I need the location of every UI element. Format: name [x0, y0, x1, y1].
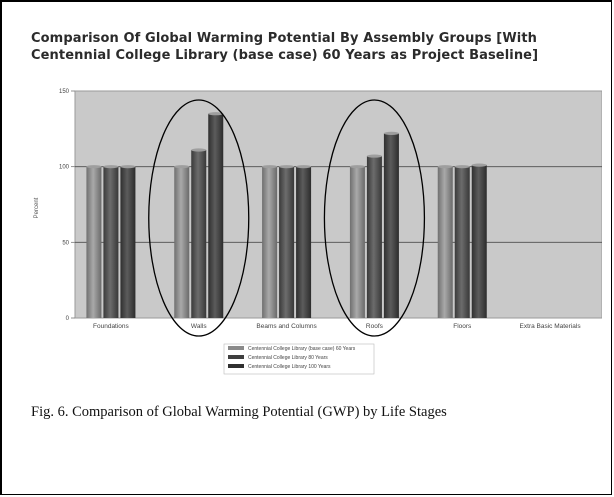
bar-top	[383, 131, 399, 135]
legend-swatch	[228, 355, 244, 359]
y-tick-label: 150	[59, 89, 70, 95]
bar-top	[471, 163, 487, 167]
bar	[191, 150, 207, 318]
y-tick-label: 0	[66, 316, 70, 322]
bar	[471, 165, 487, 318]
bar-top	[120, 165, 136, 169]
bar-top	[437, 165, 453, 169]
y-tick-label: 50	[62, 240, 69, 246]
bar	[349, 166, 365, 318]
bar-top	[262, 165, 278, 169]
legend-entry: Centennial College Library 100 Years	[248, 364, 331, 370]
x-tick-label: Walls	[191, 323, 207, 330]
highlight-ellipse	[323, 99, 426, 337]
bar-top	[208, 112, 224, 116]
x-tick-label: Roofs	[366, 323, 384, 330]
legend-swatch	[228, 364, 244, 368]
highlight-ellipse	[148, 99, 250, 337]
legend-entry: Centennial College Library (base case) 6…	[248, 346, 356, 352]
bar	[279, 166, 295, 318]
bar	[103, 166, 119, 318]
bar	[86, 166, 102, 318]
bar	[174, 166, 190, 318]
bar	[454, 166, 470, 318]
bar-top	[279, 165, 295, 169]
bar-top	[191, 148, 207, 152]
gwp-bar-chart: 0 50 100 150 Foundations Walls Beams and Colu…	[34, 89, 603, 375]
x-tick-label: Floors	[453, 323, 472, 330]
x-tick-label: Extra Basic Materials	[520, 323, 582, 330]
legend-box	[223, 343, 375, 375]
bar	[437, 166, 453, 318]
y-axis-label: Percent	[34, 197, 40, 218]
bar-top	[366, 154, 382, 158]
bar	[383, 133, 399, 318]
y-tick-label: 100	[59, 165, 70, 171]
bar	[366, 156, 382, 318]
chart-container: 0 50 100 150 Foundations Walls Beams and Colu…	[28, 80, 603, 385]
bar	[208, 113, 224, 318]
bar-top	[296, 165, 312, 169]
bar-top	[349, 165, 365, 169]
plot-background	[74, 90, 603, 319]
figure-caption: Fig. 6. Comparison of Global Warming Pot…	[31, 404, 447, 420]
bar-top	[86, 165, 102, 169]
bar	[296, 166, 312, 318]
bar-top	[454, 165, 470, 169]
legend-swatch	[228, 346, 244, 350]
x-tick-label: Beams and Columns	[256, 323, 317, 330]
bar-top	[103, 165, 119, 169]
bar	[120, 166, 136, 318]
legend-entry: Centennial College Library 80 Years	[248, 355, 328, 361]
chart-title: Comparison Of Global Warming Potential B…	[31, 31, 539, 63]
bar-top	[174, 165, 190, 169]
bar	[262, 166, 278, 318]
x-tick-label: Foundations	[93, 323, 130, 330]
